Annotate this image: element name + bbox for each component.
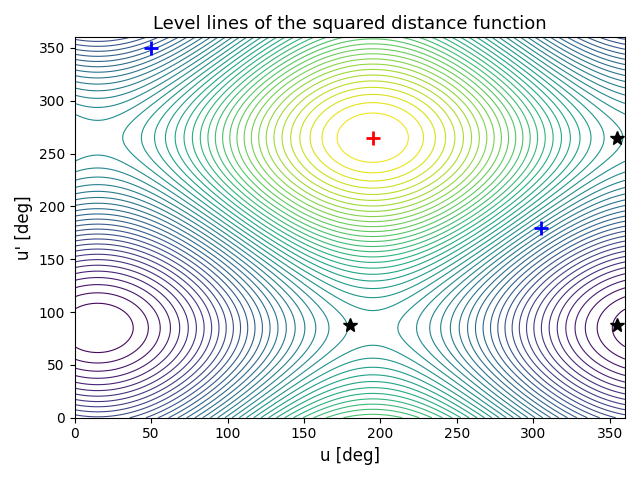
Title: Level lines of the squared distance function: Level lines of the squared distance func… [153, 15, 547, 33]
X-axis label: u [deg]: u [deg] [320, 447, 380, 465]
Y-axis label: u' [deg]: u' [deg] [15, 195, 33, 260]
